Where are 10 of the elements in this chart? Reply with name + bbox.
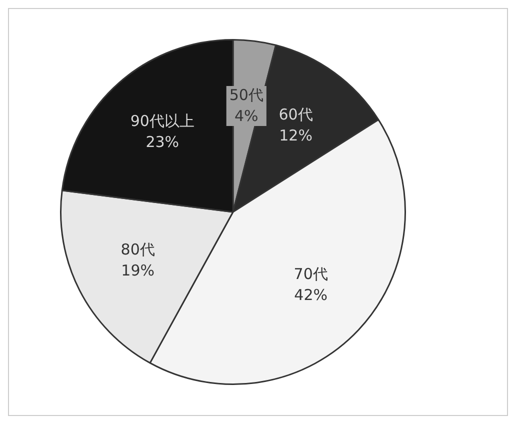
slice-label: 60代 xyxy=(278,105,313,124)
data-label: 12% xyxy=(279,126,312,144)
data-label: 42% xyxy=(294,286,328,304)
data-label: 4% xyxy=(234,106,258,125)
data-label: 19% xyxy=(121,261,155,280)
data-label: 23% xyxy=(146,132,180,151)
slice-label: 70代 xyxy=(294,264,328,283)
slice-label: 90代以上 xyxy=(130,112,194,130)
slice-label: 80代 xyxy=(120,240,155,258)
slice-label: 50代 xyxy=(229,86,264,104)
